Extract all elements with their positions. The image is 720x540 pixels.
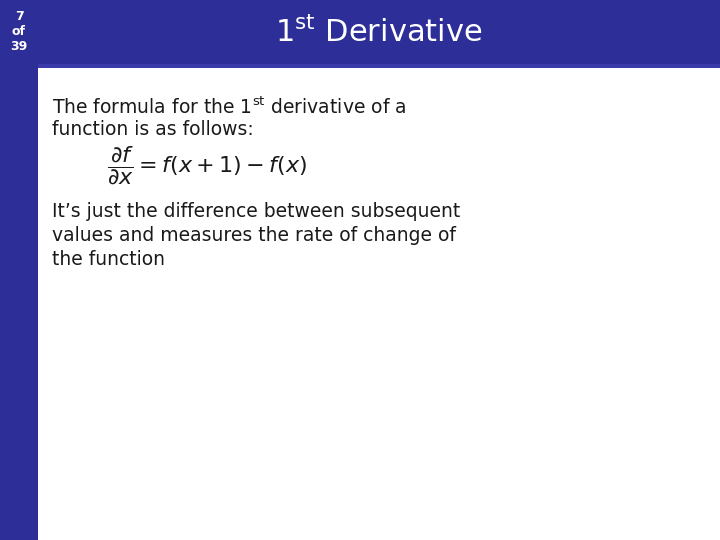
Bar <box>0 64 38 540</box>
Text: 1$^{\mathrm{st}}$ Derivative: 1$^{\mathrm{st}}$ Derivative <box>275 16 482 48</box>
Bar <box>0 0 720 64</box>
Text: $\dfrac{\partial f}{\partial x} = f(x+1) - f(x)$: $\dfrac{\partial f}{\partial x} = f(x+1)… <box>107 144 307 187</box>
Text: function is as follows:: function is as follows: <box>52 120 253 139</box>
Bar <box>38 64 720 68</box>
Text: The formula for the 1$^{\mathrm{st}}$ derivative of a: The formula for the 1$^{\mathrm{st}}$ de… <box>52 96 406 118</box>
Text: values and measures the rate of change of: values and measures the rate of change o… <box>52 226 456 245</box>
Text: 7
of
39: 7 of 39 <box>10 10 27 53</box>
Text: It’s just the difference between subsequent: It’s just the difference between subsequ… <box>52 202 460 221</box>
Text: the function: the function <box>52 250 165 269</box>
